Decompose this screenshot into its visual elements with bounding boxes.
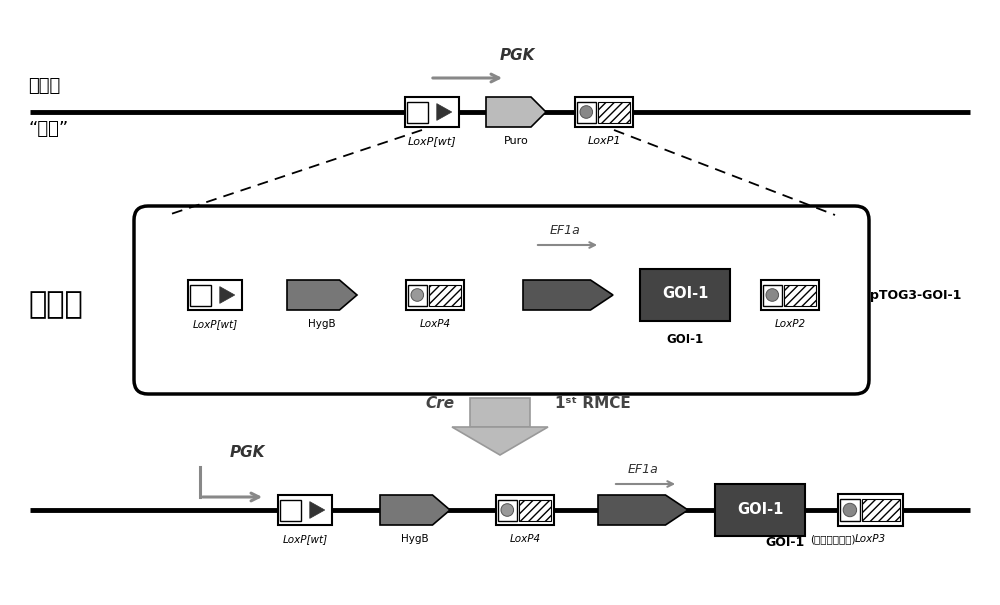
Bar <box>840 499 860 521</box>
Text: (失去重组活性): (失去重组活性) <box>810 534 856 544</box>
Text: LoxP4: LoxP4 <box>419 319 451 329</box>
Polygon shape <box>452 427 548 455</box>
Polygon shape <box>598 495 688 525</box>
Bar <box>190 284 211 306</box>
Bar <box>784 284 816 306</box>
Bar <box>598 102 630 122</box>
Polygon shape <box>486 97 546 127</box>
Polygon shape <box>380 495 450 525</box>
Text: LoxP3: LoxP3 <box>854 534 886 544</box>
Text: LoxP[wt]: LoxP[wt] <box>282 534 328 544</box>
Text: PGK: PGK <box>500 48 536 62</box>
Polygon shape <box>287 280 357 310</box>
Bar <box>862 499 900 521</box>
Text: GOI-1: GOI-1 <box>666 333 704 346</box>
Text: LoxP2: LoxP2 <box>774 319 806 329</box>
Text: GOI-1: GOI-1 <box>737 502 783 517</box>
Text: LoxP4: LoxP4 <box>509 534 541 544</box>
Bar <box>498 500 517 520</box>
Polygon shape <box>310 502 325 518</box>
Bar <box>408 284 427 306</box>
Text: EF1a: EF1a <box>550 224 580 237</box>
Polygon shape <box>437 103 452 120</box>
Text: HygB: HygB <box>401 534 429 544</box>
Text: “热点”: “热点” <box>28 120 68 138</box>
Circle shape <box>843 503 857 517</box>
Text: HygB: HygB <box>308 319 336 329</box>
Text: 1ˢᵗ RMCE: 1ˢᵗ RMCE <box>555 396 631 411</box>
Circle shape <box>766 289 779 301</box>
Circle shape <box>580 106 593 119</box>
Bar <box>405 97 459 127</box>
Bar <box>763 284 782 306</box>
Text: 第一步: 第一步 <box>28 290 83 319</box>
Bar <box>761 280 819 310</box>
Text: Puro: Puro <box>504 136 528 146</box>
Bar <box>407 102 428 122</box>
Bar <box>575 97 633 127</box>
Circle shape <box>501 504 514 516</box>
Text: LoxP[wt]: LoxP[wt] <box>408 136 456 146</box>
Polygon shape <box>220 287 235 303</box>
FancyBboxPatch shape <box>134 206 869 394</box>
Bar <box>577 102 596 122</box>
Bar <box>406 280 464 310</box>
Bar <box>496 495 554 525</box>
Bar <box>278 495 332 525</box>
Text: GOI-1: GOI-1 <box>662 287 708 301</box>
Bar <box>519 500 551 520</box>
Text: LoxP1: LoxP1 <box>587 136 621 146</box>
Text: 基因组: 基因组 <box>28 77 60 95</box>
Bar <box>429 284 461 306</box>
Circle shape <box>411 289 424 301</box>
Bar <box>640 269 730 321</box>
Text: GOI-1: GOI-1 <box>765 536 804 549</box>
Polygon shape <box>470 398 530 427</box>
Polygon shape <box>523 280 613 310</box>
Text: EF1a: EF1a <box>628 463 658 476</box>
Bar <box>715 484 805 536</box>
Bar <box>188 280 242 310</box>
Text: Cre: Cre <box>426 396 455 411</box>
Bar <box>838 494 902 526</box>
Bar <box>280 500 301 520</box>
Text: LoxP[wt]: LoxP[wt] <box>192 319 238 329</box>
Text: PGK: PGK <box>230 445 266 460</box>
Text: pTOG3-GOI-1: pTOG3-GOI-1 <box>870 289 961 301</box>
